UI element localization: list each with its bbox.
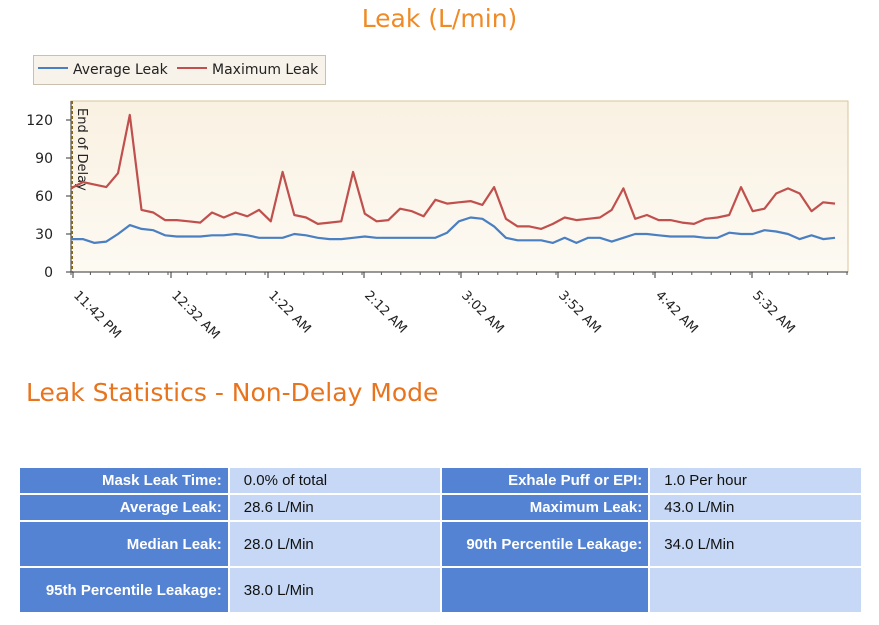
series-maximum-leak-line [70,113,836,230]
stat-label: Exhale Puff or EPI: [442,468,649,493]
legend-item-average-leak: Average Leak [38,62,168,78]
legend-label-maximum: Maximum Leak [212,62,319,78]
x-tick-label: 3:02 AM [458,288,506,336]
stat-label: Average Leak: [20,495,228,520]
y-tick-label: 0 [44,265,53,281]
series-average-leak-line [71,216,836,244]
stats-row: Average Leak: 28.6 L/Min Maximum Leak: 4… [20,495,861,520]
leak-chart: 0 30 60 90 120 11:42 PM 12:32 AM 1:22 AM 2:12 AM… [26,100,849,342]
end-of-delay-label: End of Delay [74,108,89,191]
stats-title: Leak Statistics - Non-Delay Mode [26,378,439,407]
stat-label: Maximum Leak: [442,495,649,520]
leak-statistics-table: Mask Leak Time: 0.0% of total Exhale Puf… [18,466,863,614]
stat-value: 28.6 L/Min [229,495,441,520]
x-tick-label: 4:42 AM [652,288,700,336]
chart-legend: Average Leak Maximum Leak [33,55,326,85]
stat-label: Median Leak: [20,522,228,566]
stat-label: 95th Percentile Leakage: [20,568,228,612]
stat-value: 28.0 L/Min [229,522,441,566]
stat-label: Mask Leak Time: [20,468,228,493]
legend-swatch-average [38,67,68,69]
stat-value: 38.0 L/Min [229,568,441,612]
legend-swatch-maximum [177,67,207,69]
x-tick-label: 3:52 AM [555,288,603,336]
stats-row: Median Leak: 28.0 L/Min 90th Percentile … [20,522,861,566]
stat-value: 43.0 L/Min [650,495,861,520]
x-tick-label: 5:32 AM [749,288,797,336]
chart-title: Leak (L/min) [361,4,518,33]
x-tick-label: 11:42 PM [70,288,123,341]
stat-value: 1.0 Per hour [650,468,861,493]
plot-area [70,100,849,273]
x-tick-label: 1:22 AM [265,288,313,336]
stats-row: 95th Percentile Leakage: 38.0 L/Min [20,568,861,612]
stat-value: 0.0% of total [229,468,441,493]
stat-value: 34.0 L/Min [650,522,861,566]
stat-label [442,568,649,612]
stat-value [650,568,861,612]
x-tick-label: 2:12 AM [361,288,409,336]
legend-label-average: Average Leak [73,62,168,78]
y-tick-label: 60 [35,189,53,205]
stats-row: Mask Leak Time: 0.0% of total Exhale Puf… [20,468,861,493]
stat-label: 90th Percentile Leakage: [442,522,649,566]
y-tick-label: 30 [35,227,53,243]
y-tick-label: 90 [35,151,53,167]
x-tick-label: 12:32 AM [168,288,222,342]
legend-item-maximum-leak: Maximum Leak [177,62,318,78]
y-tick-label: 120 [26,113,53,129]
